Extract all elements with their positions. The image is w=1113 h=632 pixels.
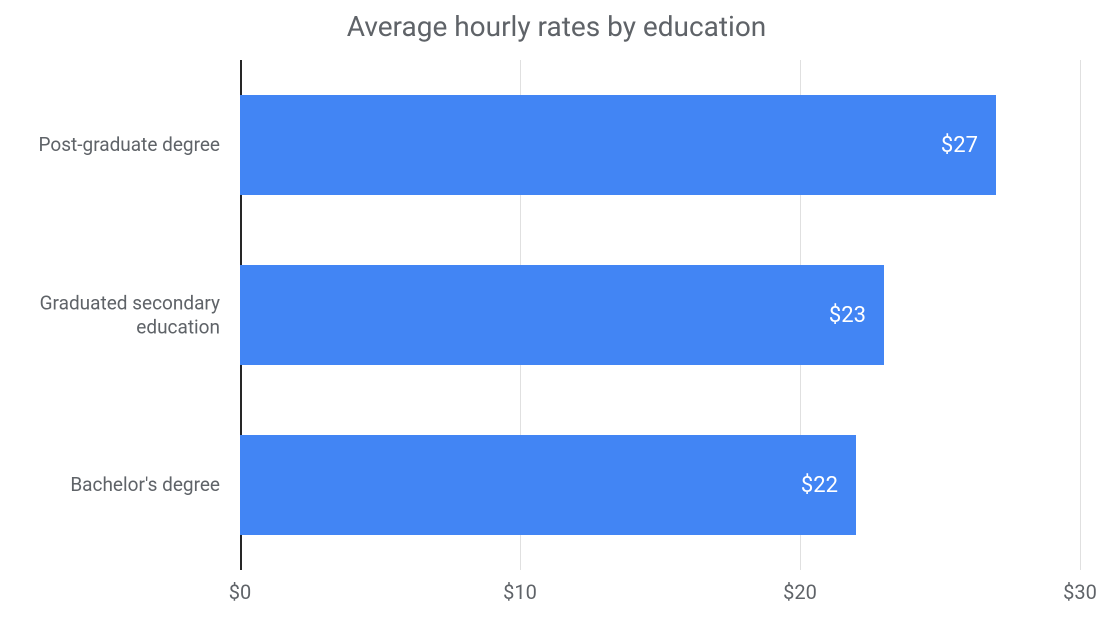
bar-value-label: $27 (941, 133, 978, 158)
bar-value-label: $23 (829, 303, 866, 328)
category-label: Post-graduate degree (0, 133, 220, 157)
bar-slot: Bachelor's degree $22 (240, 400, 1080, 570)
bar: $27 (240, 95, 996, 195)
x-tick-label: $10 (503, 580, 537, 604)
x-tick-label: $30 (1063, 580, 1097, 604)
bar-slot: Graduated secondary education $23 (240, 230, 1080, 400)
category-label: Bachelor's degree (0, 473, 220, 497)
chart-container: Average hourly rates by education Post-g… (0, 0, 1113, 632)
x-tick-label: $0 (229, 580, 251, 604)
bar-slot: Post-graduate degree $27 (240, 60, 1080, 230)
bar-value-label: $22 (801, 473, 838, 498)
category-label: Graduated secondary education (0, 291, 220, 339)
bar: $23 (240, 265, 884, 365)
x-tick-label: $20 (783, 580, 817, 604)
bar: $22 (240, 435, 856, 535)
plot-area: Post-graduate degree $27 Graduated secon… (240, 60, 1080, 570)
gridline (1080, 60, 1081, 570)
chart-title: Average hourly rates by education (0, 0, 1113, 53)
